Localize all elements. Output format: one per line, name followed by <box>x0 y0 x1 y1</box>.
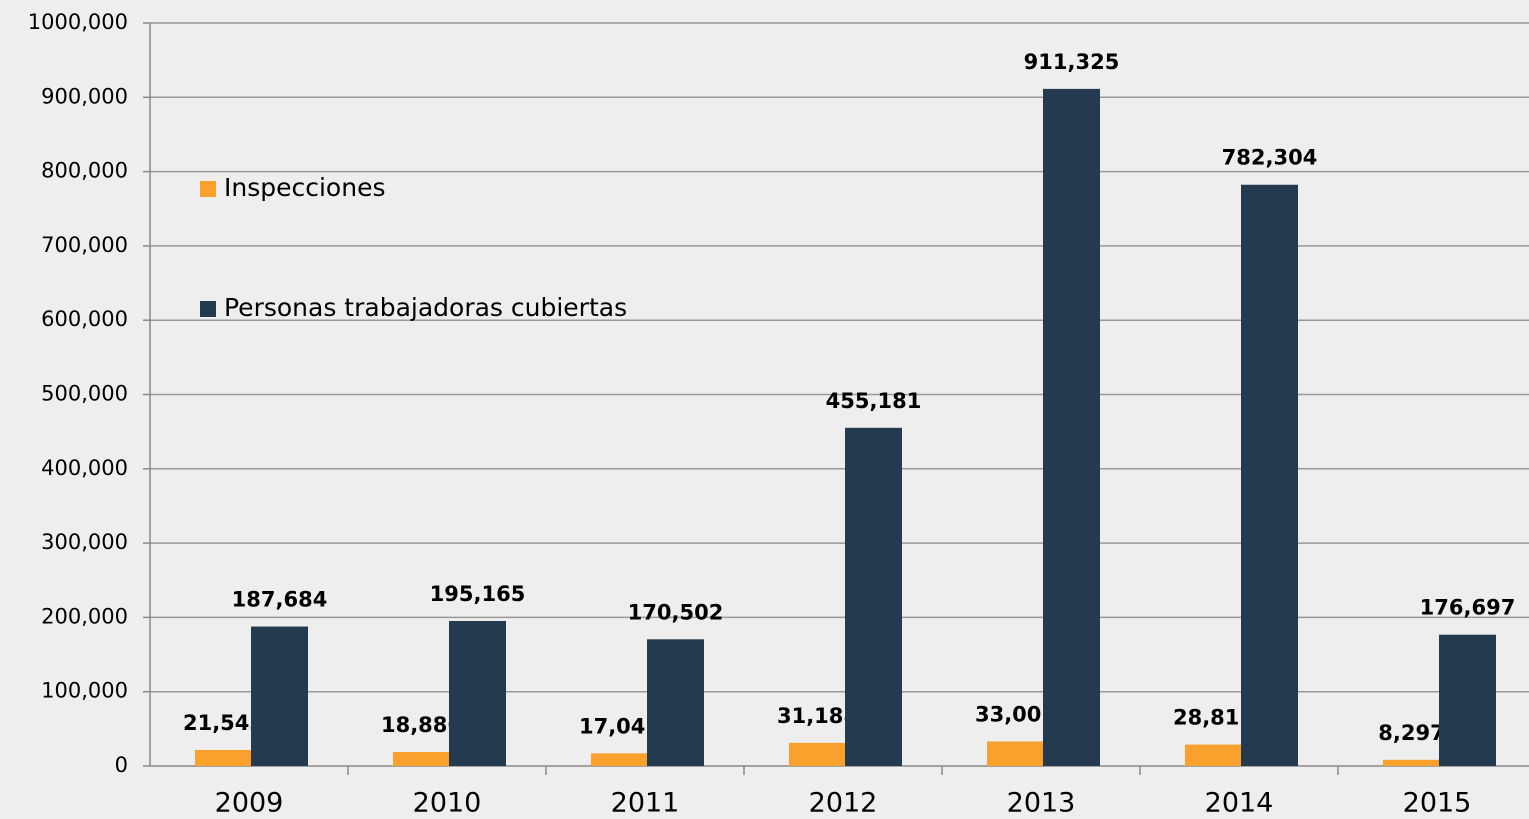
y-tick-label: 700,000 <box>41 233 128 257</box>
x-tick-label: 2009 <box>215 788 284 819</box>
bar <box>845 427 902 766</box>
x-tick-label: 2015 <box>1403 788 1472 819</box>
value-label: 28,811 <box>1173 706 1254 730</box>
y-tick-label: 900,000 <box>41 84 128 108</box>
bar <box>789 742 846 766</box>
y-tick-label: 400,000 <box>41 456 128 480</box>
x-tick-label: 2011 <box>611 788 680 819</box>
bar <box>1043 88 1100 767</box>
y-tick-label: 800,000 <box>41 159 128 183</box>
y-tick-label: 300,000 <box>41 530 128 554</box>
bar <box>591 753 648 766</box>
y-tick-label: 600,000 <box>41 307 128 331</box>
x-tick-label: 2013 <box>1007 788 1076 819</box>
value-label: 782,304 <box>1222 146 1318 170</box>
bar <box>393 751 450 766</box>
value-label: 455,181 <box>826 389 922 413</box>
bar <box>1383 759 1440 766</box>
bar <box>1185 744 1242 766</box>
bar <box>1439 634 1496 766</box>
bar <box>647 639 704 766</box>
value-label: 176,697 <box>1420 596 1516 620</box>
bar <box>1241 184 1298 767</box>
y-tick-label: 200,000 <box>41 604 128 628</box>
y-tick-label: 0 <box>115 753 128 777</box>
value-label: 21,543 <box>183 711 264 735</box>
y-tick-label: 500,000 <box>41 382 128 406</box>
x-tick-label: 2012 <box>809 788 878 819</box>
value-label: 33,001 <box>975 702 1056 726</box>
value-label: 17,042 <box>579 714 660 738</box>
bar <box>195 749 252 766</box>
bar <box>449 620 506 766</box>
value-label: 170,502 <box>628 600 724 624</box>
legend-label: Personas trabajadoras cubiertas <box>224 293 627 322</box>
x-tick-label: 2014 <box>1205 788 1274 819</box>
legend-label: Inspecciones <box>224 173 385 202</box>
bar <box>251 626 308 766</box>
y-tick-label: 1000,000 <box>28 10 128 34</box>
value-label: 8,297 <box>1378 721 1444 745</box>
value-label: 31,188 <box>777 704 858 728</box>
value-label: 187,684 <box>232 588 328 612</box>
value-label: 911,325 <box>1024 50 1120 74</box>
y-tick-label: 100,000 <box>41 679 128 703</box>
value-label: 18,886 <box>381 713 462 737</box>
value-label: 195,165 <box>430 582 526 606</box>
legend-swatch <box>200 301 216 317</box>
legend-swatch <box>200 181 216 197</box>
bar <box>987 741 1044 766</box>
x-tick-label: 2010 <box>413 788 482 819</box>
